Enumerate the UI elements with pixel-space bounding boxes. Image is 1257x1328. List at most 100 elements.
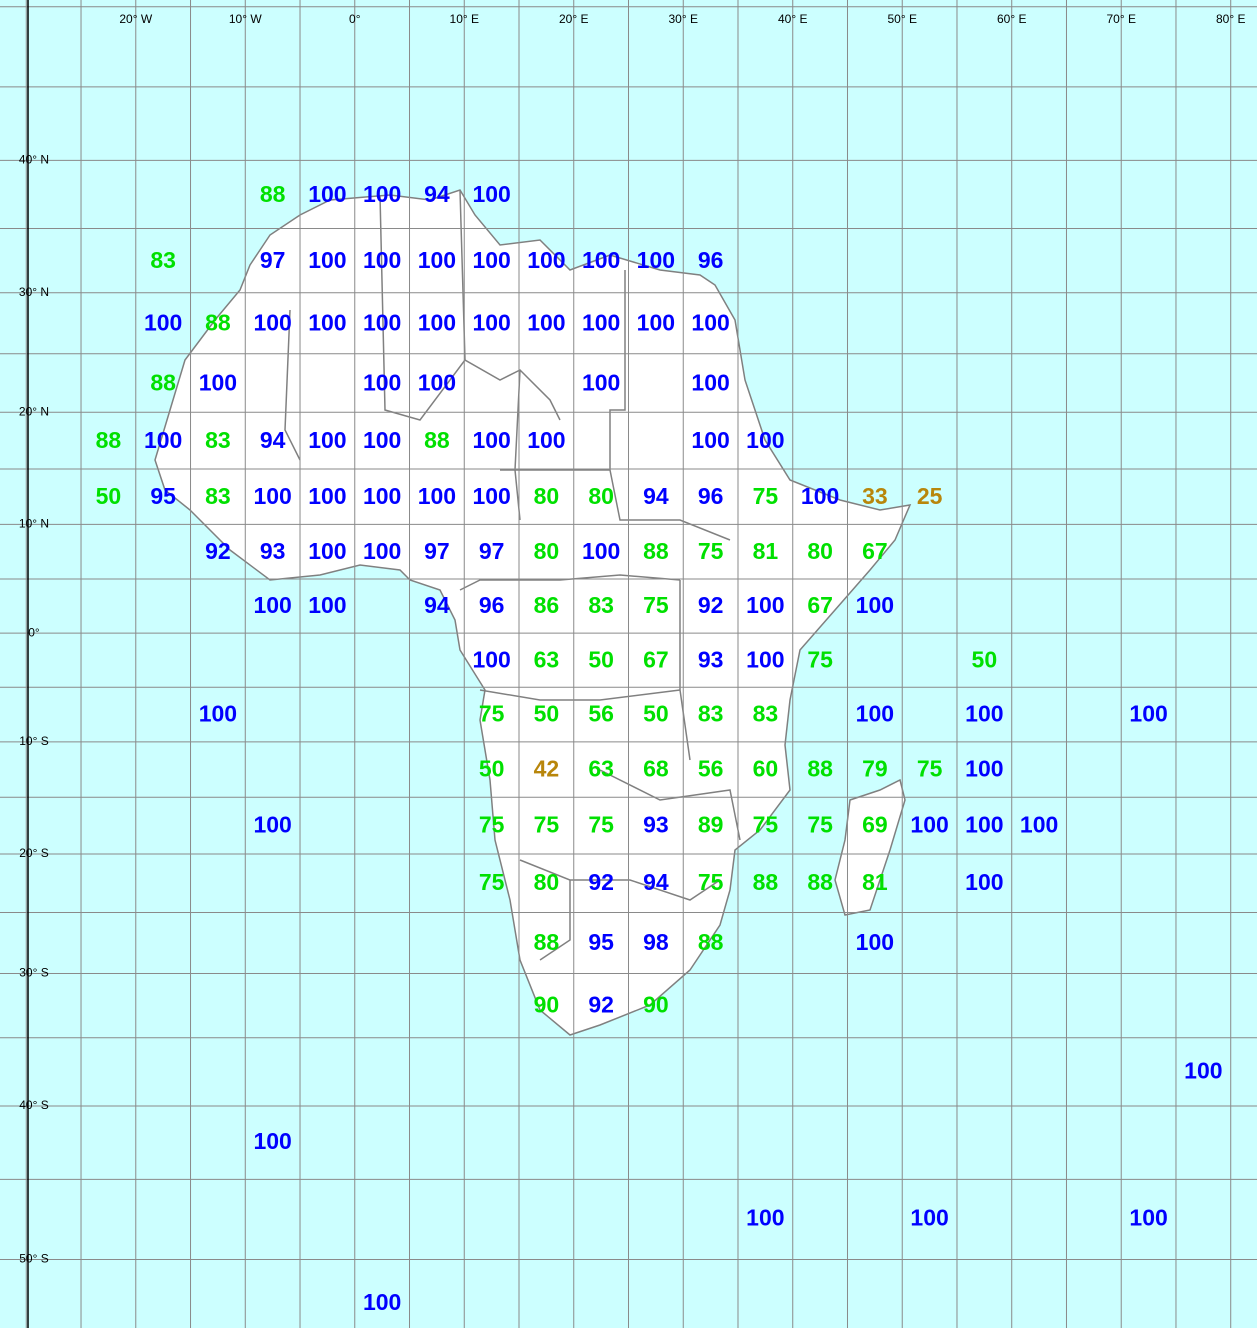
cell-value: 100 <box>472 646 510 672</box>
cell-value: 100 <box>856 701 894 727</box>
cell-value: 60 <box>753 756 779 782</box>
cell-value: 100 <box>472 181 510 207</box>
y-tick-label: 30° S <box>19 966 48 980</box>
cell-value: 86 <box>534 592 560 618</box>
cell-value: 80 <box>534 538 560 564</box>
x-tick-label: 0° <box>349 12 361 26</box>
cell-value: 75 <box>753 812 779 838</box>
y-tick-label: 40° N <box>19 152 49 166</box>
cell-value: 81 <box>862 869 888 895</box>
cell-value: 100 <box>910 812 948 838</box>
cell-value: 100 <box>582 247 620 273</box>
cell-value: 97 <box>260 247 286 273</box>
cell-value: 79 <box>862 756 888 782</box>
cell-value: 100 <box>691 310 729 336</box>
cell-value: 100 <box>691 427 729 453</box>
x-tick-label: 20° E <box>559 12 588 26</box>
x-tick-label: 20° W <box>119 12 152 26</box>
cell-value: 100 <box>527 427 565 453</box>
cell-value: 75 <box>807 646 833 672</box>
x-tick-label: 10° E <box>450 12 479 26</box>
labels: 20° W 10° W 0° 10° E 20° E 30° E 40° E 50° E 60°… <box>19 12 1246 1266</box>
cell-value: 100 <box>582 538 620 564</box>
cell-value: 96 <box>698 483 724 509</box>
cell-value: 95 <box>588 929 614 955</box>
cell-value: 75 <box>479 812 505 838</box>
cell-value: 88 <box>643 538 669 564</box>
x-tick-label: 60° E <box>997 12 1026 26</box>
cell-value: 56 <box>698 756 724 782</box>
cell-value: 81 <box>753 538 779 564</box>
cell-value: 50 <box>534 701 560 727</box>
cell-value: 100 <box>363 483 401 509</box>
cell-value: 88 <box>150 369 176 395</box>
cell-value: 88 <box>534 929 560 955</box>
cell-value: 88 <box>807 756 833 782</box>
y-tick-label: 20° S <box>19 846 48 860</box>
cell-value: 83 <box>753 701 779 727</box>
cell-value: 100 <box>308 592 346 618</box>
cell-value: 92 <box>205 538 231 564</box>
cell-value: 100 <box>363 369 401 395</box>
cell-value: 88 <box>424 427 450 453</box>
cell-value: 68 <box>643 756 669 782</box>
cell-value: 100 <box>363 181 401 207</box>
cell-value: 100 <box>308 181 346 207</box>
cell-value: 83 <box>205 483 231 509</box>
cell-value: 93 <box>260 538 286 564</box>
cell-value: 94 <box>424 592 450 618</box>
cell-value: 50 <box>972 646 998 672</box>
cell-value: 67 <box>862 538 888 564</box>
cell-value: 63 <box>588 756 614 782</box>
cell-value: 100 <box>363 538 401 564</box>
madagascar <box>834 778 906 916</box>
cell-value: 75 <box>588 812 614 838</box>
cell-value: 100 <box>746 592 784 618</box>
cell-value: 100 <box>308 483 346 509</box>
cell-value: 67 <box>643 646 669 672</box>
y-tick-label: 10° S <box>19 734 48 748</box>
cell-value: 98 <box>643 929 669 955</box>
cell-value: 50 <box>588 646 614 672</box>
cell-value: 100 <box>965 812 1003 838</box>
cell-value: 100 <box>582 369 620 395</box>
cell-value: 100 <box>253 592 291 618</box>
y-tick-label: 40° S <box>19 1098 48 1112</box>
cell-value: 88 <box>260 181 286 207</box>
y-tick-label: 30° N <box>19 285 49 299</box>
cell-value: 100 <box>363 1289 401 1315</box>
cell-value: 83 <box>150 247 176 273</box>
cell-value: 100 <box>363 310 401 336</box>
cell-value: 97 <box>479 538 505 564</box>
cell-value: 100 <box>1020 812 1058 838</box>
cell-value: 96 <box>479 592 505 618</box>
cell-value: 92 <box>588 869 614 895</box>
cell-value: 100 <box>308 538 346 564</box>
y-tick-label: 10° N <box>19 517 49 531</box>
cell-value: 75 <box>753 483 779 509</box>
cell-value: 100 <box>144 310 182 336</box>
y-tick-label: 0° <box>28 625 40 639</box>
cell-value: 97 <box>424 538 450 564</box>
cell-value: 100 <box>472 310 510 336</box>
cell-value: 88 <box>96 427 122 453</box>
cell-value: 75 <box>479 869 505 895</box>
cell-value: 100 <box>801 483 839 509</box>
cell-value: 67 <box>807 592 833 618</box>
cell-value: 100 <box>746 1205 784 1231</box>
cell-value: 100 <box>1129 701 1167 727</box>
cell-value: 100 <box>253 812 291 838</box>
cell-value: 80 <box>534 483 560 509</box>
cell-value: 75 <box>643 592 669 618</box>
cell-value: 100 <box>965 756 1003 782</box>
cell-value: 75 <box>917 756 943 782</box>
cell-value: 88 <box>698 929 724 955</box>
cell-value: 69 <box>862 812 888 838</box>
cell-value: 75 <box>698 538 724 564</box>
cell-value: 80 <box>807 538 833 564</box>
x-tick-label: 80° E <box>1216 12 1245 26</box>
cell-value: 100 <box>253 1128 291 1154</box>
values: 100 100 94 100 97 100 100 100 100 100 100 100 96 100 1… <box>96 181 1223 1315</box>
cell-value: 100 <box>363 247 401 273</box>
